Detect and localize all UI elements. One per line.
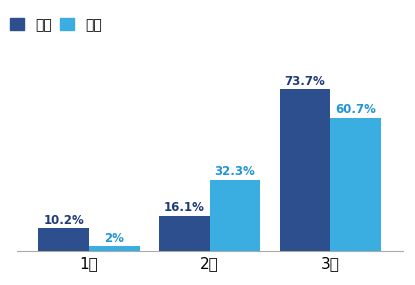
Text: 2%: 2% [104, 232, 124, 245]
Text: 73.7%: 73.7% [284, 75, 325, 88]
Bar [159, 215, 210, 251]
Legend: 제주, 전국: 제주, 전국 [4, 12, 107, 37]
Text: 32.3%: 32.3% [215, 165, 255, 178]
Bar [38, 229, 89, 251]
Bar [330, 118, 381, 251]
Text: 16.1%: 16.1% [164, 201, 205, 214]
Text: 60.7%: 60.7% [335, 103, 376, 116]
Text: 10.2%: 10.2% [43, 214, 84, 227]
Bar [210, 180, 260, 251]
Bar [280, 89, 330, 251]
Bar [89, 247, 139, 251]
